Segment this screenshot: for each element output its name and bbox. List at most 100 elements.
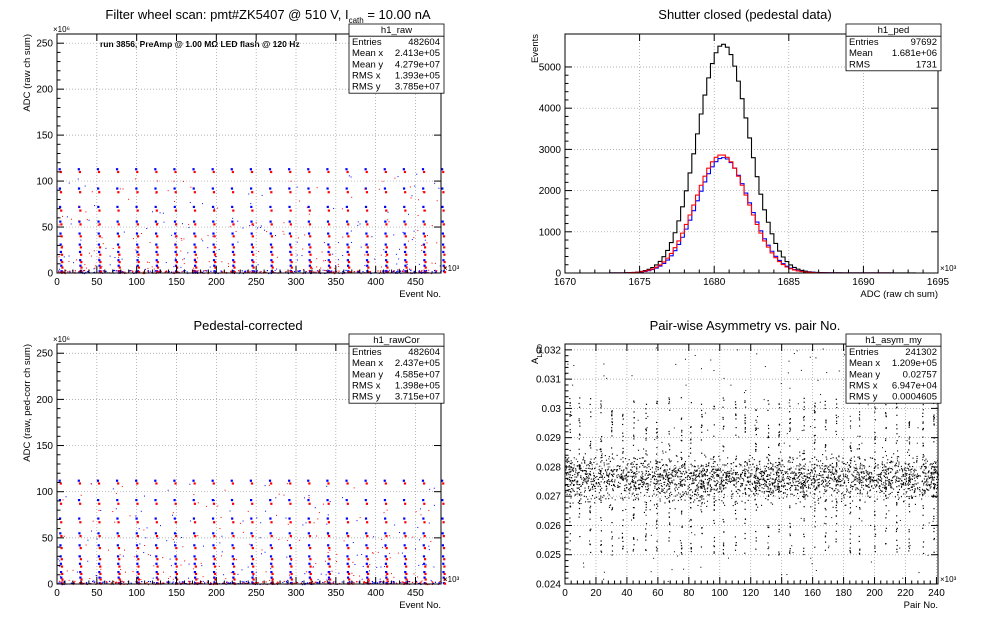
data-point: [835, 478, 837, 481]
data-point: [213, 581, 215, 583]
data-point: [114, 257, 116, 259]
data-point: [405, 572, 408, 576]
data-point: [862, 465, 864, 467]
data-point: [137, 578, 140, 581]
data-point: [59, 565, 61, 567]
data-point: [915, 476, 917, 478]
data-point: [871, 479, 873, 481]
data-point: [818, 486, 820, 488]
data-point: [88, 219, 90, 221]
data-point: [683, 492, 685, 494]
data-point: [384, 566, 386, 568]
data-point: [87, 539, 89, 541]
data-point: [625, 480, 628, 482]
data-point: [201, 238, 203, 240]
data-point: [792, 472, 794, 474]
stats-value: 1.681e+06: [892, 48, 937, 59]
data-point: [683, 465, 685, 467]
data-point: [656, 447, 658, 449]
data-point: [663, 484, 665, 486]
data-point: [802, 486, 804, 488]
data-point: [896, 477, 898, 479]
data-point: [760, 478, 762, 480]
data-point: [649, 509, 651, 511]
data-point: [793, 484, 795, 486]
data-point: [168, 577, 170, 579]
data-point: [725, 464, 727, 466]
data-point: [685, 490, 687, 493]
data-point: [775, 485, 777, 487]
data-point: [422, 244, 424, 246]
data-point: [753, 492, 755, 495]
data-point: [289, 555, 292, 558]
data-point: [212, 562, 215, 565]
data-point: [713, 480, 715, 482]
data-point: [719, 477, 721, 479]
data-point: [846, 462, 848, 464]
data-point: [327, 243, 330, 246]
data-point: [631, 478, 634, 480]
data-point: [791, 461, 793, 463]
data-point: [591, 486, 593, 489]
data-point: [896, 456, 898, 458]
data-point: [85, 267, 87, 269]
data-point: [314, 507, 316, 509]
data-point: [898, 485, 900, 487]
data-point: [282, 231, 284, 233]
data-point: [780, 472, 782, 474]
data-point: [227, 263, 229, 265]
data-point: [231, 532, 234, 535]
data-point: [172, 578, 174, 580]
data-point: [308, 535, 312, 538]
data-point: [591, 483, 593, 485]
data-point: [174, 521, 178, 524]
data-point: [72, 569, 74, 571]
data-point: [404, 558, 408, 561]
data-point: [633, 480, 635, 482]
data-point: [129, 270, 131, 272]
data-point: [796, 457, 798, 459]
data-point: [807, 487, 810, 489]
data-point: [833, 466, 835, 468]
data-point: [94, 265, 96, 267]
data-point: [678, 486, 680, 488]
data-point: [60, 270, 63, 273]
pedestal-title: Shutter closed (pedestal data): [658, 7, 831, 22]
data-point: [270, 191, 273, 194]
data-point: [157, 578, 159, 580]
data-point: [876, 480, 878, 482]
data-point: [154, 232, 158, 235]
data-point: [270, 235, 274, 238]
data-point: [879, 474, 881, 476]
data-point: [138, 528, 140, 530]
y-axis-label: ADC (raw, ped-corr ch sum): [22, 344, 33, 462]
data-point: [592, 472, 595, 474]
data-point: [269, 532, 272, 535]
data-point: [782, 464, 784, 466]
data-point: [175, 246, 178, 249]
data-point: [229, 582, 232, 584]
data-point: [276, 582, 278, 584]
data-point: [366, 264, 369, 267]
data-point: [194, 235, 197, 238]
data-point: [379, 581, 381, 583]
data-point: [788, 476, 790, 478]
data-point: [570, 471, 572, 473]
data-point: [58, 479, 61, 482]
data-point: [230, 270, 232, 272]
data-point: [617, 484, 619, 486]
data-point: [578, 472, 580, 474]
data-point: [78, 220, 81, 223]
data-point: [633, 488, 635, 490]
data-point: [761, 491, 763, 493]
data-point: [868, 484, 870, 486]
data-point: [851, 488, 854, 490]
data-point: [694, 490, 697, 493]
data-point: [903, 482, 905, 484]
data-point: [618, 486, 620, 488]
data-point: [922, 472, 924, 474]
data-point: [172, 512, 174, 514]
data-point: [381, 547, 383, 549]
data-point: [186, 271, 188, 273]
data-point: [80, 266, 83, 269]
